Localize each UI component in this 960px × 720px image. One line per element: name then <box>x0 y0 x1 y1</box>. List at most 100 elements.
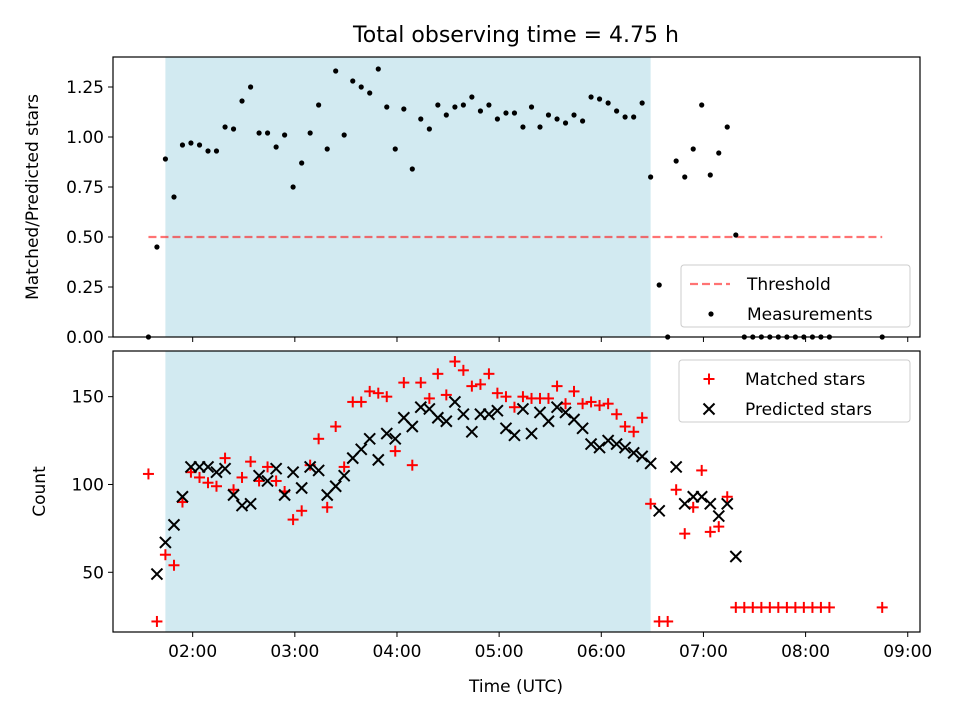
measurement-point <box>435 102 441 108</box>
shaded-observing-window <box>165 57 651 337</box>
matched-star-point <box>236 471 248 483</box>
predicted-star-point <box>721 497 734 511</box>
y-tick-label: 1.00 <box>66 128 104 148</box>
predicted-star-point <box>363 432 376 446</box>
predicted-star-point <box>593 441 606 454</box>
matched-star-point <box>313 433 325 445</box>
matched-star-point <box>287 514 299 526</box>
predicted-star-point <box>286 465 300 479</box>
measurement-point <box>571 112 577 118</box>
measurement-point <box>171 194 177 200</box>
legend-measurements-swatch <box>708 311 714 317</box>
measurement-point <box>656 282 662 288</box>
measurement-point <box>733 232 739 238</box>
matched-star-point <box>398 377 410 389</box>
predicted-star-point <box>618 441 632 454</box>
measurement-point <box>648 174 654 180</box>
measurement-point <box>290 184 296 190</box>
measurement-point <box>673 158 679 164</box>
matched-star-point <box>449 356 461 368</box>
measurement-point <box>724 124 730 130</box>
measurement-point <box>333 68 339 74</box>
predicted-star-point <box>652 504 666 518</box>
matched-star-point <box>364 385 376 397</box>
y-tick-label: 50 <box>82 563 104 583</box>
measurement-point <box>392 146 398 152</box>
predicted-star-point <box>278 488 291 502</box>
matched-star-point <box>721 491 733 503</box>
measurement-point <box>307 130 313 136</box>
matched-star-point <box>679 528 691 540</box>
measurement-point <box>486 102 492 108</box>
predicted-star-point <box>337 469 351 482</box>
predicted-star-point <box>465 425 479 438</box>
count-panel-frame <box>112 350 921 633</box>
predicted-star-point <box>312 464 325 477</box>
predicted-star-point <box>525 427 538 440</box>
legend-matched-swatch <box>703 373 715 385</box>
measurement-point <box>503 110 509 116</box>
predicted-star-point <box>516 402 530 416</box>
predicted-star-point <box>704 497 717 511</box>
legend-entry-label: Measurements <box>747 305 873 325</box>
matched-star-point <box>151 615 163 627</box>
matched-star-point <box>432 368 444 380</box>
predicted-star-point <box>303 460 317 474</box>
predicted-star-point <box>550 400 564 414</box>
measurement-point <box>273 144 279 150</box>
measurement-point <box>350 78 356 84</box>
measurement-point <box>579 118 586 124</box>
predicted-star-point <box>269 462 283 475</box>
predicted-star-point <box>559 406 572 419</box>
predicted-star-point <box>610 437 623 451</box>
measurement-point <box>179 142 186 148</box>
measurement-point <box>716 150 722 156</box>
chart-title: Total observing time = 4.75 h <box>352 23 679 48</box>
ratio-legend: Threshold Measurements <box>680 264 911 328</box>
measurement-point <box>452 104 458 110</box>
measurement-point <box>469 94 475 100</box>
matched-star-point <box>619 421 631 433</box>
x-tick-label: 08:00 <box>781 642 830 662</box>
matched-star-point <box>415 377 427 389</box>
x-tick-label: 02:00 <box>168 642 217 662</box>
predicted-star-point <box>167 518 181 532</box>
matched-star-point <box>219 452 231 464</box>
predicted-star-point <box>491 404 504 417</box>
x-axis-label: Time (UTC) <box>468 677 563 697</box>
measurement-point <box>426 126 432 132</box>
measurement-point <box>588 94 594 100</box>
predicted-star-point <box>372 453 385 467</box>
matched-star-point <box>704 526 716 538</box>
measurement-point <box>358 84 364 90</box>
predicted-star-point <box>380 427 393 440</box>
x-tick-label: 09:00 <box>883 642 932 662</box>
y-tick-label: 0.00 <box>66 328 104 348</box>
predicted-star-point <box>159 536 172 549</box>
measurement-point <box>264 130 271 136</box>
predicted-star-point <box>329 480 342 493</box>
measurement-point <box>299 160 305 166</box>
matched-star-point <box>262 461 274 473</box>
matched-star-point <box>876 601 888 613</box>
y-tick-label: 100 <box>72 475 104 495</box>
predicted-star-point <box>227 488 240 502</box>
matched-star-point <box>551 380 563 392</box>
matched-star-point <box>696 464 708 476</box>
matched-star-point <box>253 475 265 487</box>
predicted-star-point <box>584 437 598 451</box>
x-tick-label: 05:00 <box>475 642 524 662</box>
matched-star-point <box>440 389 452 401</box>
measurement-point <box>256 130 262 136</box>
predicted-star-point <box>295 481 308 495</box>
measurement-point <box>494 116 500 122</box>
matched-star-point <box>194 471 206 483</box>
y-tick-label: 150 <box>72 388 104 408</box>
legend-predicted-swatch <box>702 402 716 416</box>
measurement-point <box>707 172 713 178</box>
x-tick-label: 03:00 <box>270 642 319 662</box>
x-tick-label: 07:00 <box>679 642 728 662</box>
matched-star-point <box>176 496 188 508</box>
y-tick-label: 1.25 <box>66 78 104 98</box>
